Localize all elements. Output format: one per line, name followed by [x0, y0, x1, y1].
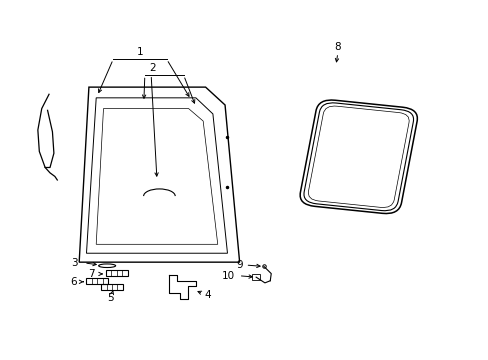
Bar — [101, 284, 122, 290]
Bar — [86, 278, 108, 284]
Text: 1: 1 — [136, 47, 143, 57]
Text: 5: 5 — [107, 293, 113, 303]
Text: 9: 9 — [235, 260, 242, 270]
Text: 8: 8 — [334, 42, 341, 52]
Bar — [106, 270, 127, 276]
Text: 3: 3 — [71, 258, 78, 268]
Text: 10: 10 — [221, 271, 234, 281]
Text: 4: 4 — [204, 290, 211, 300]
Bar — [252, 274, 260, 280]
Text: 7: 7 — [88, 269, 95, 279]
Text: 6: 6 — [70, 277, 77, 287]
Text: 2: 2 — [148, 63, 155, 73]
